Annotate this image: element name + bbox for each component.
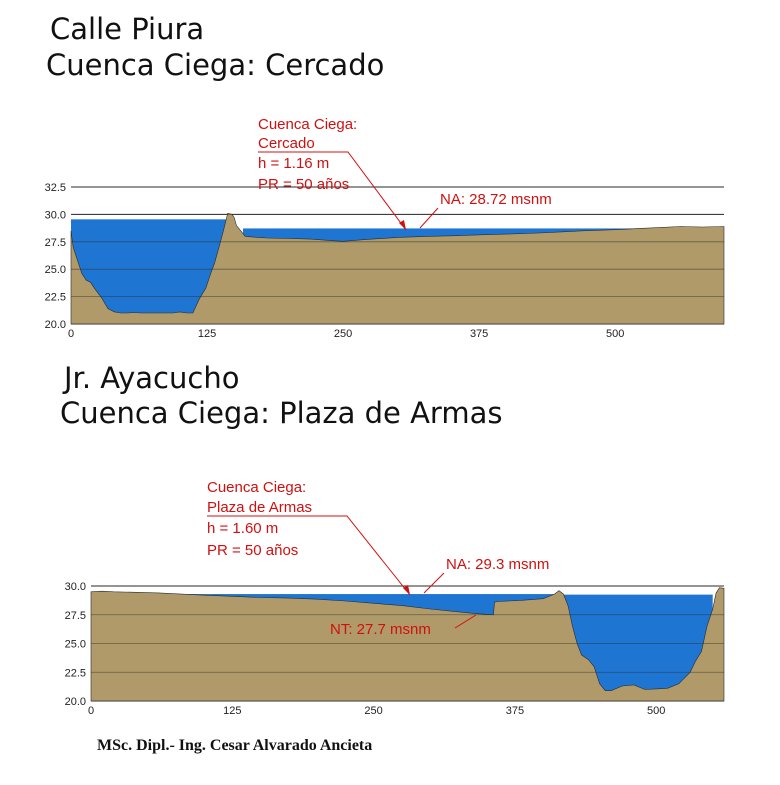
chart1-y-tick-label: 22.5 [45, 292, 66, 304]
chart2-y-tick-label: 30.0 [65, 581, 86, 593]
chart1-na-label: NA: 28.72 msnm [440, 191, 552, 208]
chart1-annotation-line4: PR = 50 años [258, 176, 349, 193]
chart1-na-leader [419, 207, 439, 229]
chart1-annotation-line3: h = 1.16 m [258, 155, 329, 172]
chart2-y-tick-label: 27.5 [65, 610, 86, 622]
cross-section-chart-plaza-de-armas: 30.0 27.5 25.0 22.5 20.0 0 125 250 375 500 Cuenc… [65, 479, 725, 717]
chart2-annotation-line4: PR = 50 años [207, 542, 298, 559]
chart2-x-tick-label: 125 [223, 705, 241, 717]
chart2-x-tick-labels: 0 125 250 375 500 [88, 705, 665, 717]
chart1-y-tick-label: 25.0 [45, 264, 66, 276]
chart2-nt-leader [454, 614, 477, 629]
chart2-x-tick-label: 375 [506, 705, 524, 717]
chart2-leader-line [207, 515, 411, 596]
chart2-x-tick-label: 500 [647, 705, 665, 717]
chart2-annotation-line1: Cuenca Ciega: [207, 479, 306, 496]
chart2-na-label: NA: 29.3 msnm [446, 556, 549, 573]
chart2-x-tick-label: 250 [364, 705, 382, 717]
cross-section-chart-cercado: 32.5 30.0 27.5 25.0 22.5 20.0 0 125 250 375 500 C… [45, 116, 725, 340]
chart2-annotation-line2: Plaza de Armas [207, 499, 312, 516]
section1-title-line1: Calle Piura [50, 12, 205, 46]
chart1-y-tick-label: 30.0 [45, 209, 66, 221]
author-credit: MSc. Dipl.- Ing. Cesar Alvarado Ancieta [97, 737, 373, 754]
chart1-x-tick-label: 125 [198, 328, 216, 340]
chart1-x-tick-label: 250 [334, 328, 352, 340]
chart2-terrain-profile [90, 587, 725, 702]
chart1-annotation-line2: Cercado [258, 135, 315, 152]
section2-title-line1: Jr. Ayacucho [64, 361, 240, 395]
chart2-annotation-line3: h = 1.60 m [207, 520, 278, 537]
chart2-x-tick-label: 0 [88, 705, 94, 717]
section1-title-line2: Cuenca Ciega: Cercado [46, 48, 385, 82]
chart1-y-tick-label: 20.0 [45, 319, 66, 331]
chart2-y-tick-label: 22.5 [65, 667, 86, 679]
chart1-x-tick-label: 0 [68, 328, 74, 340]
chart1-arrow-head [399, 220, 406, 230]
chart1-y-tick-labels: 32.5 30.0 27.5 25.0 22.5 20.0 [45, 182, 724, 331]
section2-title-line2: Cuenca Ciega: Plaza de Armas [60, 396, 503, 430]
chart2-na-leader [423, 572, 445, 594]
chart1-leader-line [258, 151, 407, 231]
chart1-annotation-line1: Cuenca Ciega: [258, 116, 357, 133]
chart1-x-tick-label: 500 [606, 328, 624, 340]
chart2-arrow-head [403, 585, 410, 595]
chart1-y-tick-label: 27.5 [45, 237, 66, 249]
chart1-x-tick-labels: 0 125 250 375 500 [68, 328, 624, 340]
chart2-nt-label: NT: 27.7 msnm [330, 621, 431, 638]
chart2-y-tick-label: 20.0 [65, 696, 86, 708]
chart2-y-tick-label: 25.0 [65, 639, 86, 651]
chart1-y-tick-label: 32.5 [45, 182, 66, 194]
chart1-x-tick-label: 375 [470, 328, 488, 340]
